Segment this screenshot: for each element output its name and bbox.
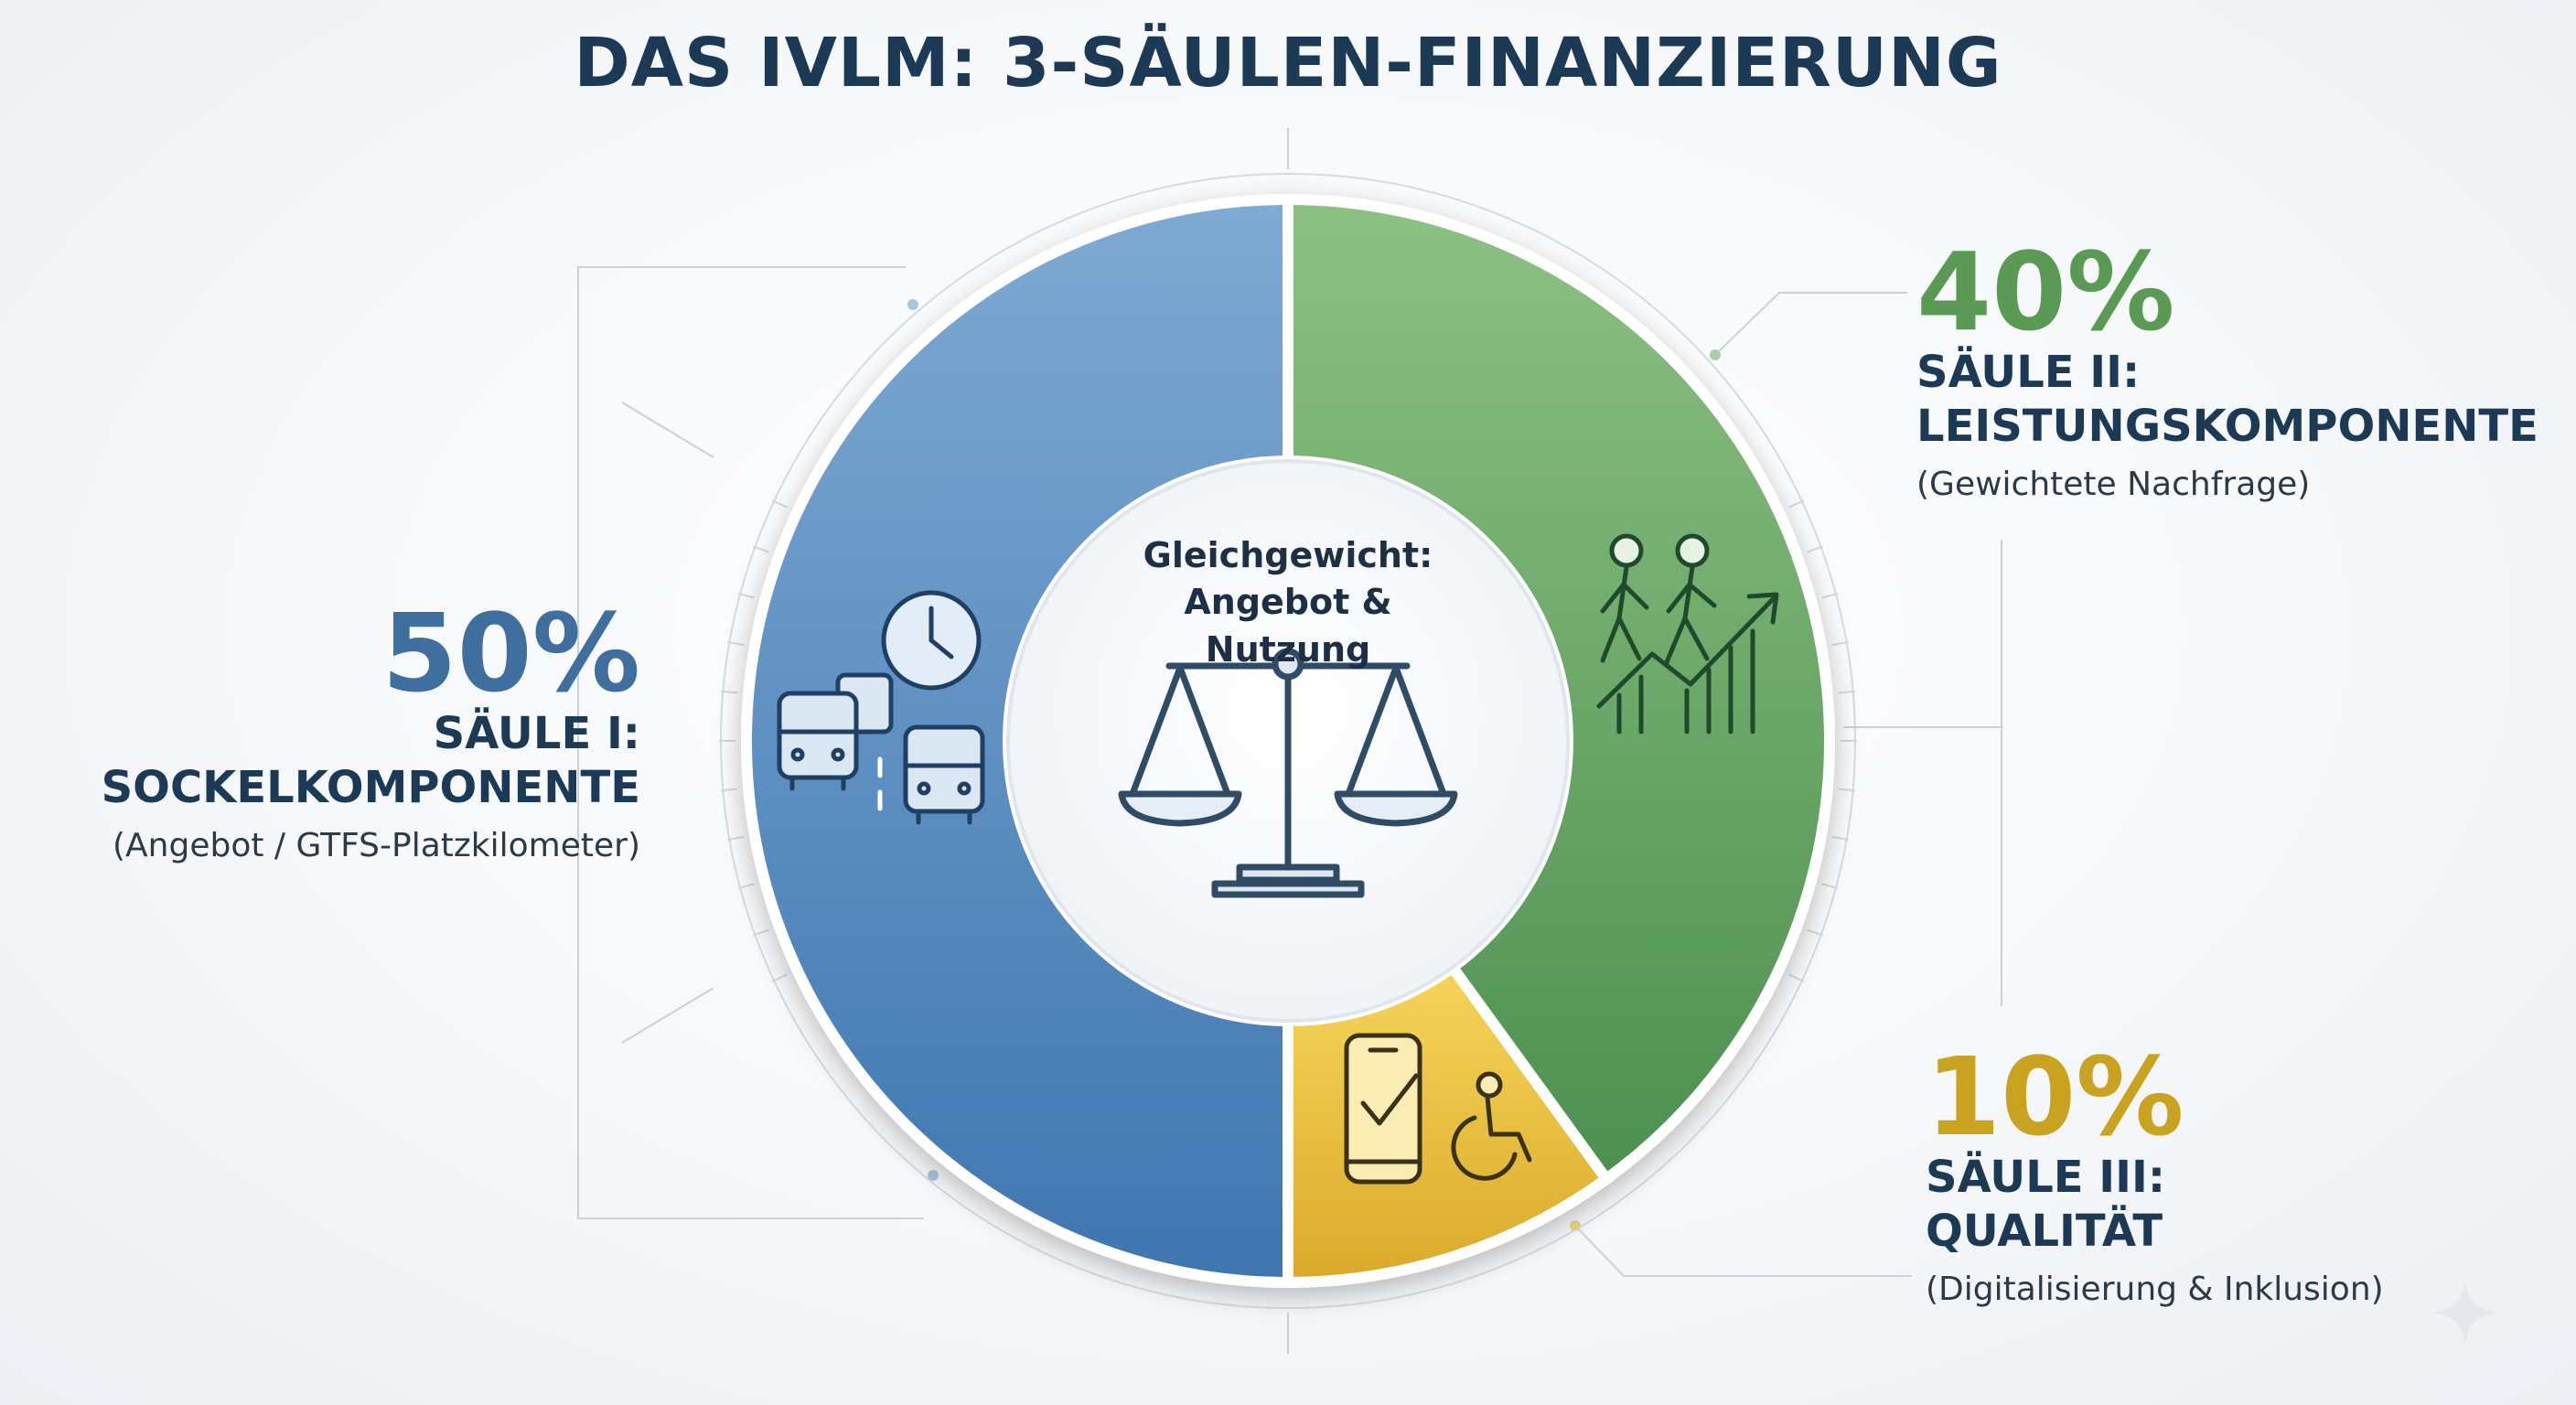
label-saeule-3: 10% SÄULE III: QUALITÄT (Digitalisierung… (1926, 1043, 2566, 1308)
description-saeule-1: (Angebot / GTFS-Platzkilometer) (112, 827, 640, 865)
name-saeule-1-line-1: SÄULE I: (433, 708, 640, 759)
description-saeule-3: (Digitalisierung & Inklusion) (1926, 1271, 2384, 1309)
tick-mark (721, 788, 738, 792)
tick-mark (771, 973, 789, 982)
bus-clock-icon (777, 590, 985, 825)
label-saeule-1: 50% SÄULE I: SOCKELKOMPONENTE (Angebot /… (18, 599, 640, 864)
tick-mark (1807, 928, 1823, 937)
center-label-line-2: Angebot & Nutzung (1184, 582, 1392, 670)
percent-saeule-3: 10% (1926, 1034, 2184, 1160)
name-saeule-3-line-1: SÄULE III: (1926, 1152, 2166, 1203)
center-label-line-1: Gleichgewicht: (1143, 535, 1433, 575)
description-saeule-2: (Gewichtete Nachfrage) (1916, 466, 2311, 504)
name-saeule-3-line-2: QUALITÄT (1926, 1205, 2163, 1257)
tick-mark (1838, 690, 1855, 694)
people-growth-icon (1596, 533, 1779, 735)
tick-mark (1821, 593, 1839, 599)
chart-title: DAS IVLM: 3-SÄULEN-FINANZIERUNG (574, 24, 2002, 102)
center-label: Gleichgewicht: Angebot & Nutzung (1105, 532, 1471, 673)
label-saeule-2: 40% SÄULE II: LEISTUNGSKOMPONENTE (Gewic… (1916, 238, 2557, 503)
tick-mark (727, 641, 745, 647)
tick-mark (737, 883, 755, 889)
tick-mark (1787, 973, 1805, 982)
tick-mark (1838, 788, 1855, 792)
name-saeule-2-line-2: LEISTUNGSKOMPONENTE (1916, 400, 2538, 452)
phone-accessibility-icon (1344, 1033, 1532, 1185)
name-saeule-2-line-1: SÄULE II: (1916, 347, 2141, 398)
tick-marks (719, 499, 1857, 982)
tick-mark (721, 690, 738, 694)
percent-saeule-1: 50% (381, 590, 640, 716)
tick-mark (1787, 499, 1805, 509)
tick-mark (753, 928, 769, 937)
tick-mark (727, 835, 745, 841)
balance-scale-icon (1118, 648, 1458, 898)
name-saeule-1-line-2: SOCKELKOMPONENTE (101, 761, 640, 813)
tick-mark (737, 593, 755, 599)
tick-mark (753, 545, 769, 553)
tick-mark (1831, 835, 1849, 841)
tick-mark (1807, 545, 1823, 553)
percent-saeule-2: 40% (1916, 229, 2175, 355)
connector-dots (907, 299, 1721, 1231)
tick-mark (1821, 883, 1839, 889)
sparkle-icon (2431, 1279, 2499, 1346)
tick-mark (1831, 641, 1849, 647)
tick-mark (771, 499, 789, 509)
